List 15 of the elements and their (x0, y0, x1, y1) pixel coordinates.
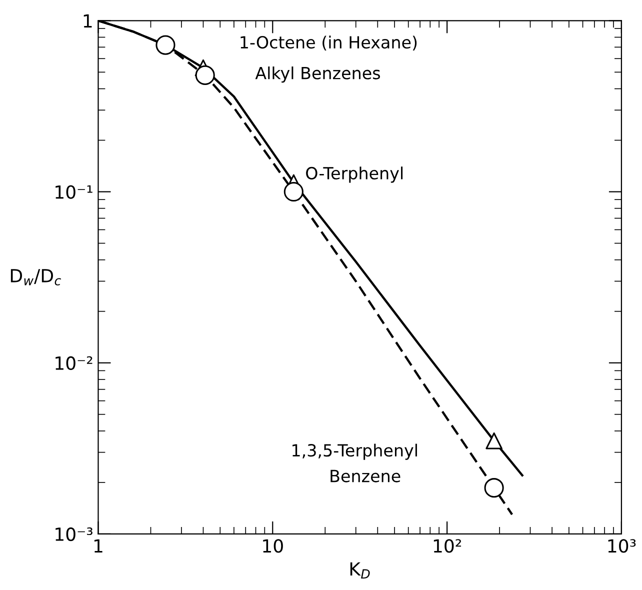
annotation: O-Terphenyl (306, 166, 403, 183)
x-tick-label: 10 (263, 539, 283, 553)
y-tick-label: 10⁻² (56, 356, 92, 370)
annotation: Benzene (330, 470, 400, 482)
x-tick-label: 10³ (608, 539, 636, 553)
annotation: 1-Octene (in Hexane) (240, 36, 417, 51)
y-tick-label: 10⁻³ (56, 527, 92, 542)
y-tick-label: 1 (84, 14, 92, 28)
x-axis-title: K$_{D}$ (350, 562, 370, 579)
y-axis-title: D$_{w}$/D$_{c}$ (10, 269, 62, 286)
y-tick-label: 10⁻¹ (56, 185, 92, 199)
x-tick-label: 10² (434, 539, 462, 553)
annotation: Alkyl Benzenes (255, 66, 380, 83)
annotation: 1,3,5-Terphenyl (292, 444, 417, 460)
x-tick-label: 1 (94, 539, 102, 553)
